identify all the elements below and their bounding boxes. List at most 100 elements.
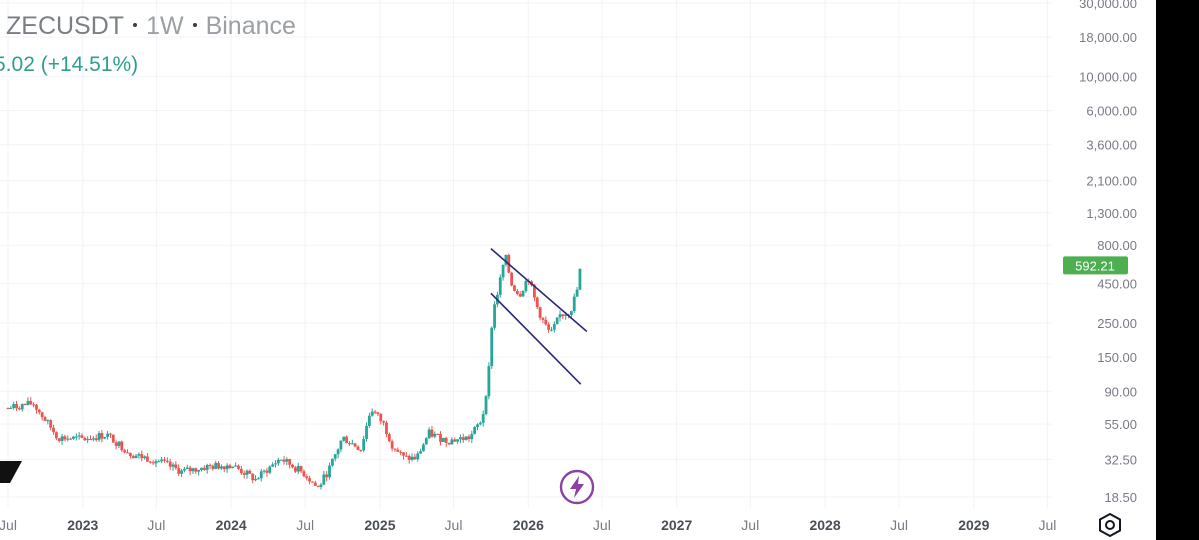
candle-body — [478, 422, 482, 425]
candle-body — [60, 436, 64, 441]
candle-body — [308, 478, 312, 482]
last-price-badge-bg — [1063, 256, 1128, 275]
candle-body — [271, 464, 275, 467]
y-tick-label: 55.00 — [1104, 417, 1137, 432]
settings-hexagon-icon[interactable] — [1097, 512, 1123, 538]
candle-body — [214, 462, 218, 469]
candle-body — [569, 311, 573, 315]
candle-body — [348, 443, 351, 445]
candle-body — [134, 455, 138, 459]
price-change: 5.02 (+14.51%) — [0, 53, 139, 76]
candle-body — [106, 433, 109, 437]
candle-body — [26, 400, 30, 406]
last-price-badge: 592.21 — [1063, 256, 1128, 275]
x-tick-label: 2028 — [809, 517, 840, 533]
candle-body — [57, 438, 61, 441]
candle-body — [194, 468, 198, 472]
candle-body — [422, 444, 425, 452]
candle-body — [20, 404, 24, 410]
exchange-label: Binance — [205, 12, 296, 40]
candle-body — [490, 327, 494, 367]
candle-body — [185, 467, 189, 469]
candle-body — [353, 443, 357, 447]
candle-body — [541, 317, 545, 320]
candle-body — [220, 466, 223, 469]
candle-body — [424, 438, 428, 445]
candle-body — [390, 441, 394, 449]
candle-body — [379, 413, 383, 422]
candle-body — [419, 451, 422, 454]
candle-body — [17, 408, 21, 410]
candle-body — [510, 272, 514, 286]
candle-body — [313, 482, 317, 486]
candle-body — [444, 437, 448, 443]
candle-body — [86, 439, 90, 441]
candle-body — [311, 481, 314, 483]
separator-dot — [133, 23, 138, 28]
candle-body — [72, 436, 75, 439]
candle-body — [202, 467, 206, 470]
candle-body — [382, 421, 385, 423]
candle-body — [487, 366, 491, 397]
candle-body — [43, 417, 47, 421]
candle-body — [254, 478, 257, 481]
candle-body — [552, 324, 556, 330]
candle-body — [154, 461, 158, 464]
candle-body — [387, 434, 391, 442]
y-tick-label: 1,300.00 — [1086, 206, 1137, 221]
candle-body — [128, 452, 132, 457]
candle-body — [293, 467, 297, 472]
candle-body — [547, 324, 551, 330]
candle-body — [35, 404, 38, 410]
y-tick-label: 800.00 — [1097, 238, 1137, 253]
symbol-title[interactable]: ZECUSDT 1W Binance — [6, 12, 296, 41]
candle-body — [9, 407, 13, 409]
candle-body — [399, 451, 403, 453]
separator-dot — [192, 23, 197, 28]
candle-body — [49, 420, 53, 428]
candle-body — [441, 437, 445, 442]
trend-line[interactable] — [490, 248, 588, 333]
candle-body — [513, 285, 516, 291]
candle-body — [393, 448, 397, 450]
candle-body — [473, 426, 477, 434]
y-tick-label: 150.00 — [1097, 350, 1137, 365]
lightning-icon[interactable] — [559, 469, 595, 505]
candle-body — [561, 314, 565, 317]
candle-body — [171, 464, 175, 467]
candle-body — [316, 485, 320, 487]
candle-body — [69, 438, 72, 440]
candle-body — [157, 461, 161, 463]
candle-body — [484, 396, 488, 415]
candle-body — [362, 438, 366, 451]
candle-body — [52, 427, 55, 433]
candle-body — [319, 484, 323, 487]
candle-body — [37, 409, 41, 413]
price-axis[interactable]: 30,000.00 18,000.00 10,000.00 6,000.00 3,600… — [1079, 0, 1137, 505]
candle-body — [140, 454, 144, 459]
candle-body — [274, 463, 277, 465]
time-axis[interactable]: Jul 2023 Jul 2024 Jul 2025 Jul 2026 Jul 2027 Jul 20… — [0, 517, 1056, 533]
candle-body — [402, 452, 405, 456]
x-tick-label: Jul — [890, 517, 908, 533]
y-tick-label: 32.50 — [1104, 452, 1137, 467]
trend-line[interactable] — [490, 292, 582, 385]
candle-body — [276, 459, 280, 464]
candle-body — [188, 467, 192, 472]
candle-body — [163, 459, 166, 461]
x-tick-label: 2027 — [661, 517, 692, 533]
candle-body — [94, 438, 98, 440]
candle-body — [350, 443, 354, 445]
candle-body — [325, 474, 329, 478]
candle-body — [470, 433, 474, 440]
candle-body — [305, 476, 309, 479]
candle-body — [285, 459, 289, 462]
candle-body — [439, 434, 442, 442]
candle-body — [279, 459, 283, 461]
candle-body — [123, 450, 127, 453]
x-tick-label: Jul — [296, 517, 314, 533]
candle-body — [328, 465, 331, 478]
candle-body — [396, 449, 400, 452]
candle-body — [103, 436, 107, 439]
